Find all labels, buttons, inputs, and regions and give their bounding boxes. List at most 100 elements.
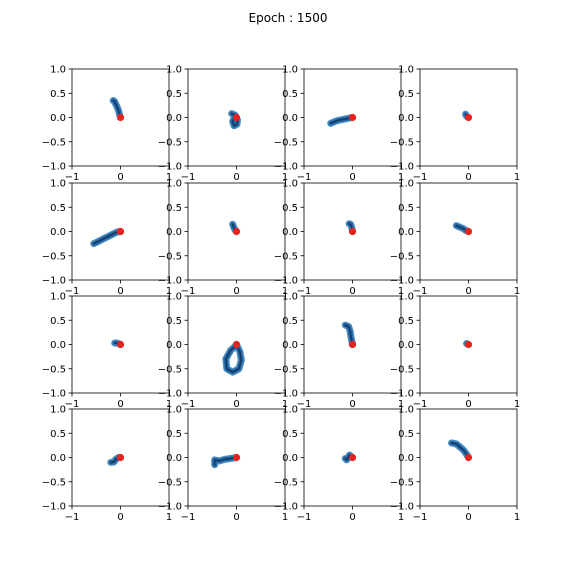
y-tick-label: 0.0 <box>50 453 66 464</box>
x-tick-label: 0 <box>349 399 355 410</box>
y-tick-label: 1.0 <box>50 405 66 416</box>
x-tick-label: −1 <box>65 399 80 410</box>
y-tick-label: 1.0 <box>50 65 66 76</box>
subplot-9: −1 0 1 1.0 0.5 0.0 −0.5 −1.0 <box>42 292 172 411</box>
y-tick-label: 0.5 <box>166 203 182 214</box>
x-tick-label: −1 <box>65 172 80 183</box>
x-tick-label: −1 <box>413 512 428 523</box>
trajectory <box>327 114 356 127</box>
y-tick-label: −1.0 <box>158 276 182 287</box>
x-tick-label: −1 <box>181 286 196 297</box>
x-tick-label: 1 <box>166 512 172 523</box>
subplot-14: −1 0 1 1.0 0.5 0.0 −0.5 −1.0 <box>158 405 288 524</box>
subplot-10: −1 0 1 1.0 0.5 0.0 −0.5 −1.0 <box>158 292 288 411</box>
origin-marker <box>464 340 473 349</box>
x-tick-label: 1 <box>282 399 288 410</box>
origin-marker <box>348 453 357 462</box>
y-tick-label: −0.5 <box>390 251 414 262</box>
figure-title: Epoch : 1500 <box>249 11 328 25</box>
y-tick-label: −0.5 <box>42 137 66 148</box>
x-tick-label: 0 <box>233 286 239 297</box>
y-tick-label: 0.5 <box>166 89 182 100</box>
y-tick-label: −0.5 <box>42 477 66 488</box>
origin-marker <box>348 227 357 236</box>
x-tick-label: 1 <box>514 399 520 410</box>
y-tick-label: −0.5 <box>158 137 182 148</box>
trajectory-inner <box>344 324 354 346</box>
x-tick-label: 0 <box>465 286 471 297</box>
x-tick-label: 0 <box>233 512 239 523</box>
y-tick-label: 1.0 <box>398 292 414 303</box>
y-tick-label: 0.5 <box>282 203 298 214</box>
subplot-4: −1 0 1 1.0 0.5 0.0 −0.5 −1.0 <box>390 65 520 184</box>
y-tick-label: −0.5 <box>274 251 298 262</box>
y-tick-label: −1.0 <box>158 502 182 513</box>
subplot-13: −1 0 1 1.0 0.5 0.0 −0.5 −1.0 <box>42 405 172 524</box>
x-tick-label: 1 <box>282 512 288 523</box>
subplot-2: −1 0 1 1.0 0.5 0.0 −0.5 −1.0 <box>158 65 288 184</box>
trajectory <box>448 439 472 461</box>
y-tick-label: 1.0 <box>282 405 298 416</box>
origin-marker <box>348 113 357 122</box>
y-tick-label: 1.0 <box>398 405 414 416</box>
y-tick-label: 0.0 <box>282 227 298 238</box>
y-tick-label: −1.0 <box>274 502 298 513</box>
y-tick-label: 1.0 <box>282 292 298 303</box>
x-tick-label: −1 <box>297 172 312 183</box>
x-tick-label: 1 <box>398 512 404 523</box>
x-tick-label: −1 <box>413 172 428 183</box>
x-tick-label: 0 <box>349 286 355 297</box>
y-tick-label: −1.0 <box>42 389 66 400</box>
x-tick-label: 0 <box>233 399 239 410</box>
x-tick-label: 0 <box>465 512 471 523</box>
y-tick-label: 0.0 <box>166 227 182 238</box>
subplot-12: −1 0 1 1.0 0.5 0.0 −0.5 −1.0 <box>390 292 520 411</box>
y-tick-label: 0.5 <box>282 316 298 327</box>
x-tick-label: 1 <box>514 172 520 183</box>
y-tick-label: −1.0 <box>390 276 414 287</box>
trajectory-inner <box>213 456 238 466</box>
y-tick-label: 0.0 <box>398 113 414 124</box>
x-tick-label: −1 <box>413 286 428 297</box>
y-tick-label: −0.5 <box>390 477 414 488</box>
y-tick-label: −0.5 <box>42 364 66 375</box>
y-tick-label: −1.0 <box>158 162 182 173</box>
x-tick-label: 0 <box>117 399 123 410</box>
y-tick-label: 0.0 <box>282 453 298 464</box>
y-tick-label: −1.0 <box>390 389 414 400</box>
y-tick-label: −1.0 <box>274 162 298 173</box>
x-tick-label: 1 <box>514 512 520 523</box>
origin-marker <box>232 340 241 349</box>
x-tick-label: 1 <box>398 286 404 297</box>
y-tick-label: −0.5 <box>158 251 182 262</box>
y-tick-label: −0.5 <box>274 137 298 148</box>
y-tick-label: 0.5 <box>398 316 414 327</box>
y-tick-label: 0.0 <box>50 227 66 238</box>
x-tick-label: −1 <box>297 399 312 410</box>
y-tick-label: −1.0 <box>390 162 414 173</box>
trajectory <box>341 321 356 348</box>
trajectory-inner <box>224 343 243 374</box>
subplot-5: −1 0 1 1.0 0.5 0.0 −0.5 −1.0 <box>42 179 172 298</box>
x-tick-label: 0 <box>117 512 123 523</box>
origin-marker <box>348 340 357 349</box>
subplot-grid: −1 0 11.00.50.0−0.5−1.0−1 0 11.00.50.0−0.5−1… <box>42 65 520 524</box>
y-tick-label: −0.5 <box>158 364 182 375</box>
x-tick-label: −1 <box>297 512 312 523</box>
y-tick-label: 1.0 <box>50 179 66 190</box>
origin-marker <box>116 227 125 236</box>
y-tick-label: −0.5 <box>390 137 414 148</box>
origin-marker <box>232 453 241 462</box>
x-tick-label: 0 <box>465 399 471 410</box>
y-tick-label: −1.0 <box>42 502 66 513</box>
y-tick-label: −0.5 <box>42 251 66 262</box>
x-tick-label: −1 <box>181 512 196 523</box>
x-tick-label: −1 <box>413 399 428 410</box>
x-tick-label: 0 <box>349 172 355 183</box>
y-tick-label: 1.0 <box>166 405 182 416</box>
x-tick-label: 0 <box>349 512 355 523</box>
origin-marker <box>464 227 473 236</box>
origin-marker <box>116 453 125 462</box>
y-tick-label: −0.5 <box>158 477 182 488</box>
x-tick-label: 1 <box>282 172 288 183</box>
